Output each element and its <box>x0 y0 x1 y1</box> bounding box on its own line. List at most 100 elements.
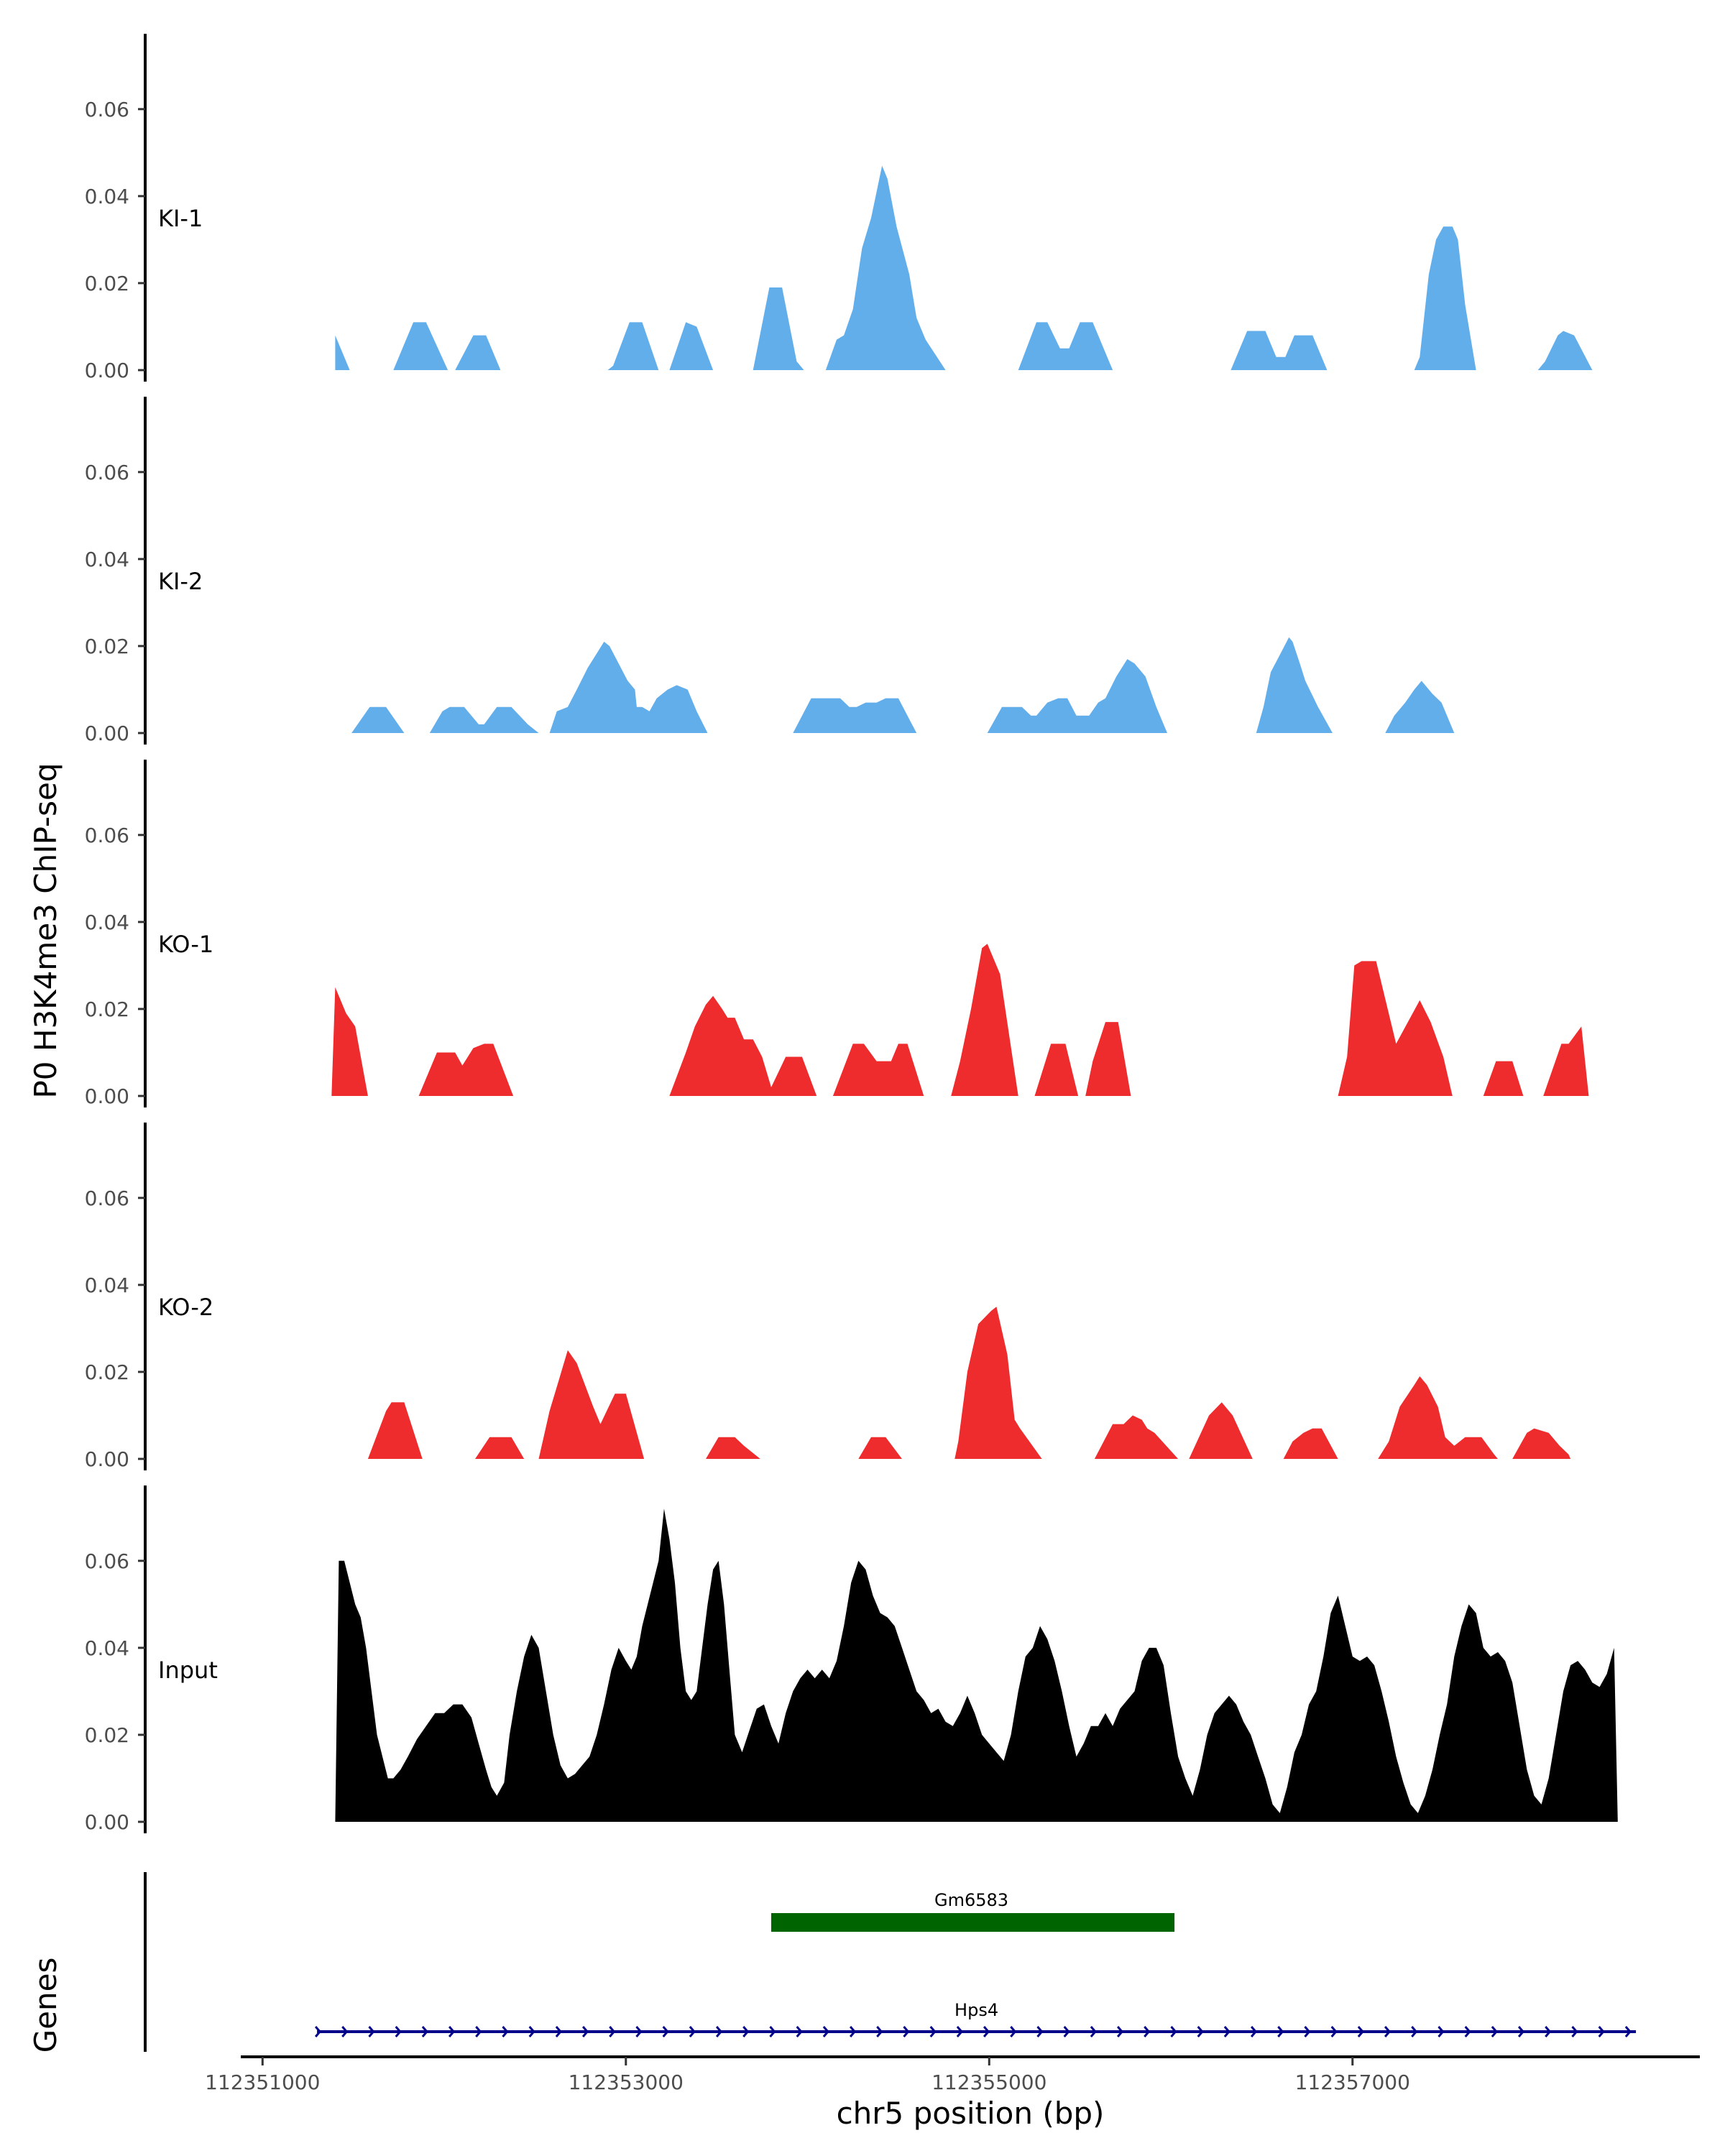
y-tick-label: 0.02 <box>85 998 129 1021</box>
y-tick-label: 0.04 <box>85 185 129 208</box>
strand-arrow-icon <box>528 2026 535 2037</box>
strand-arrow-icon <box>368 2026 375 2037</box>
x-tick-label: 112353000 <box>569 2070 684 2094</box>
strand-arrow-icon <box>1330 2026 1338 2037</box>
strand-arrow-icon <box>1357 2026 1364 2037</box>
strand-arrow-icon <box>555 2026 562 2037</box>
track-label-ki-1: KI-1 <box>158 205 203 232</box>
strand-arrow-icon <box>1010 2026 1017 2037</box>
strand-arrow-icon <box>421 2026 428 2037</box>
y-tick-label: 0.04 <box>85 1273 129 1297</box>
track-ki-2: 0.00 0.02 0.04 0.06 KI-2 <box>85 397 1455 745</box>
y-tick-label: 0.00 <box>85 1447 129 1471</box>
strand-arrow-icon <box>1598 2026 1605 2037</box>
strand-arrow-icon <box>796 2026 803 2037</box>
genes-layer: Gm6583 Hps4 <box>144 1872 1637 2052</box>
y-tick-label: 0.06 <box>85 98 129 121</box>
strand-arrow-icon <box>822 2026 829 2037</box>
strand-arrow-icon <box>662 2026 669 2037</box>
area-ki-1 <box>335 165 1593 370</box>
y-tick-label: 0.06 <box>85 461 129 484</box>
y-tick-label: 0.04 <box>85 1636 129 1660</box>
strand-arrow-icon <box>475 2026 482 2037</box>
area-ki-2 <box>351 637 1455 733</box>
strand-arrow-icon <box>689 2026 696 2037</box>
x-axis-title: chr5 position (bp) <box>837 2096 1105 2131</box>
strand-arrow-icon <box>1491 2026 1498 2037</box>
strand-arrow-icon <box>1517 2026 1525 2037</box>
y-tick-label: 0.04 <box>85 911 129 934</box>
strand-arrow-icon <box>956 2026 963 2037</box>
y-tick-label: 0.02 <box>85 635 129 658</box>
strand-arrow-icon <box>1063 2026 1070 2037</box>
strand-arrow-icon <box>341 2026 349 2037</box>
strand-arrow-icon <box>1304 2026 1311 2037</box>
track-label-ko-2: KO-2 <box>158 1294 213 1321</box>
strand-arrow-icon <box>1223 2026 1230 2037</box>
area-ko-2 <box>367 1307 1571 1459</box>
x-tick-label: 112357000 <box>1295 2070 1410 2094</box>
x-tick-label: 112355000 <box>932 2070 1046 2094</box>
strand-arrow-icon <box>1384 2026 1392 2037</box>
strand-arrow-icon <box>715 2026 723 2037</box>
y-tick-label: 0.06 <box>85 1549 129 1573</box>
area-input <box>335 1508 1618 1822</box>
strand-arrow-icon <box>1545 2026 1552 2037</box>
y-axis-title: P0 H3K4me3 ChIP-seq <box>28 763 63 1098</box>
strand-arrow-icon <box>1090 2026 1097 2037</box>
track-ko-2: 0.00 0.02 0.04 0.06 KO-2 <box>85 1123 1571 1471</box>
strand-arrow-icon <box>929 2026 937 2037</box>
y-tick-label: 0.06 <box>85 1187 129 1210</box>
gene-gm6583-label: Gm6583 <box>934 1890 1008 1910</box>
strand-arrow-icon <box>1036 2026 1044 2037</box>
strand-arrow-icon <box>1464 2026 1471 2037</box>
y-tick-label: 0.04 <box>85 548 129 571</box>
strand-arrow-icon <box>1144 2026 1151 2037</box>
y-tick-label: 0.00 <box>85 1084 129 1108</box>
strand-arrow-icon <box>1197 2026 1204 2037</box>
strand-arrow-icon <box>876 2026 883 2037</box>
strand-arrow-icon <box>849 2026 857 2037</box>
strand-arrow-icon <box>1250 2026 1258 2037</box>
strand-arrow-icon <box>395 2026 402 2037</box>
y-tick-label: 0.00 <box>85 1810 129 1834</box>
strand-arrow-icon <box>1411 2026 1418 2037</box>
strand-arrow-icon <box>502 2026 509 2037</box>
area-ko-1 <box>331 944 1589 1096</box>
strand-arrow-icon <box>609 2026 616 2037</box>
strand-arrow-icon <box>1571 2026 1578 2037</box>
y-tick-label: 0.02 <box>85 272 129 295</box>
y-tick-label: 0.06 <box>85 824 129 847</box>
strand-arrow-icon <box>742 2026 750 2037</box>
y-tick-label: 0.02 <box>85 1360 129 1384</box>
x-axis: 112351000 112353000 112355000 112357000 <box>205 2055 1700 2094</box>
strand-arrow-icon <box>769 2026 776 2037</box>
y-tick-label: 0.02 <box>85 1723 129 1747</box>
strand-arrow-icon <box>1277 2026 1284 2037</box>
track-ko-1: 0.00 0.02 0.04 0.06 KO-1 <box>85 760 1589 1108</box>
strand-arrow-icon <box>903 2026 910 2037</box>
strand-arrow-icon <box>1624 2026 1632 2037</box>
gene-gm6583-body <box>770 1913 1175 1932</box>
gene-gm6583: Gm6583 <box>770 1890 1175 1932</box>
strand-arrow-icon <box>448 2026 456 2037</box>
strand-arrow-icon <box>581 2026 589 2037</box>
track-label-input: Input <box>158 1657 218 1684</box>
y-tick-label: 0.00 <box>85 722 129 745</box>
track-label-ko-1: KO-1 <box>158 931 213 958</box>
gene-hps4: Hps4 <box>314 2000 1637 2037</box>
y-tick-label: 0.00 <box>85 359 129 382</box>
strand-arrow-icon <box>314 2026 322 2037</box>
track-label-ki-2: KI-2 <box>158 568 203 595</box>
strand-arrow-icon <box>1170 2026 1177 2037</box>
strand-arrow-icon <box>1438 2026 1445 2037</box>
x-tick-label: 112351000 <box>205 2070 320 2094</box>
genes-axis-title: Genes <box>28 1958 63 2053</box>
strand-arrow-icon <box>1116 2026 1124 2037</box>
track-input: 0.00 0.02 0.04 0.06 Input <box>85 1485 1618 1834</box>
strand-arrow-icon <box>983 2026 990 2037</box>
gene-hps4-label: Hps4 <box>954 2000 998 2020</box>
tracks-layer: 0.00 0.02 0.04 0.06 KI-1 0.00 0.02 0.04 0.06 KI-2… <box>85 34 1618 1834</box>
track-ki-1: 0.00 0.02 0.04 0.06 KI-1 <box>85 34 1593 382</box>
